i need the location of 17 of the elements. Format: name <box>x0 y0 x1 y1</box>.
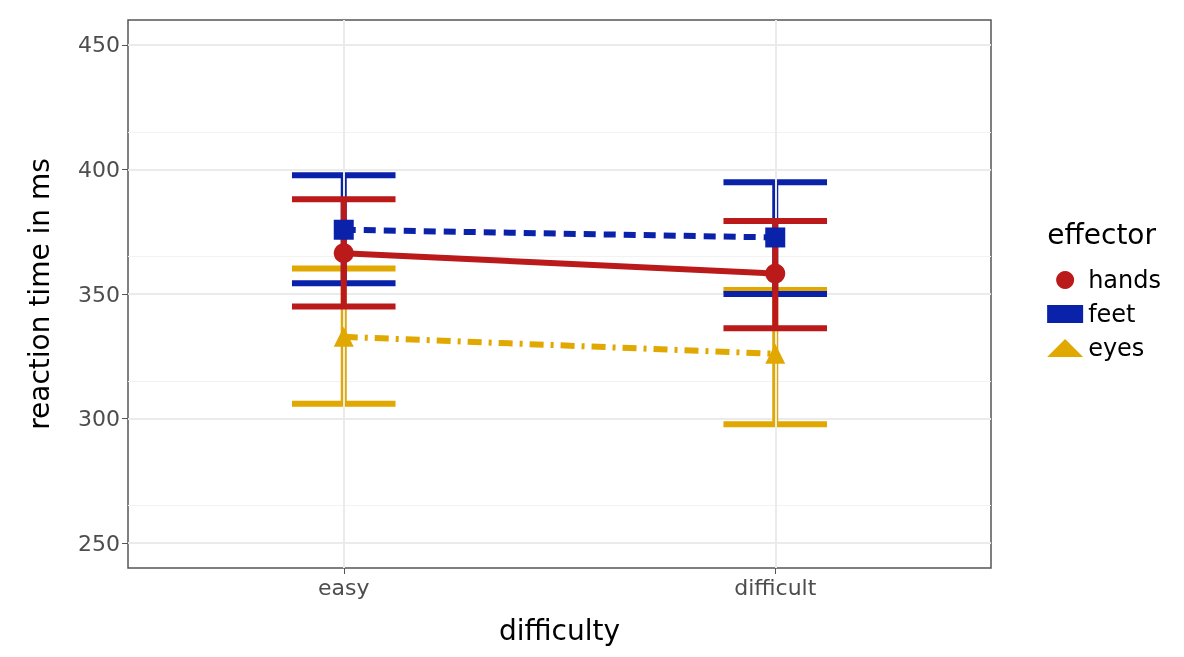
y-tick-label: 400 <box>78 156 120 182</box>
y-axis-title: reaction time in ms <box>22 158 56 430</box>
y-tick-label: 300 <box>78 406 120 432</box>
legend-title: effector <box>1047 217 1157 251</box>
y-tick-label: 350 <box>78 281 120 307</box>
legend-label: feet <box>1088 300 1136 328</box>
point <box>765 227 786 248</box>
y-tick-label: 450 <box>78 32 120 58</box>
point <box>765 263 786 284</box>
x-axis-title: difficulty <box>498 613 621 647</box>
x-tick-label: difficult <box>734 574 817 600</box>
y-tick-label: 250 <box>78 530 120 556</box>
point <box>333 243 354 264</box>
legend-label: eyes <box>1088 334 1145 362</box>
legend-label: hands <box>1088 266 1162 294</box>
x-tick-label: easy <box>318 574 370 600</box>
point <box>333 219 354 240</box>
